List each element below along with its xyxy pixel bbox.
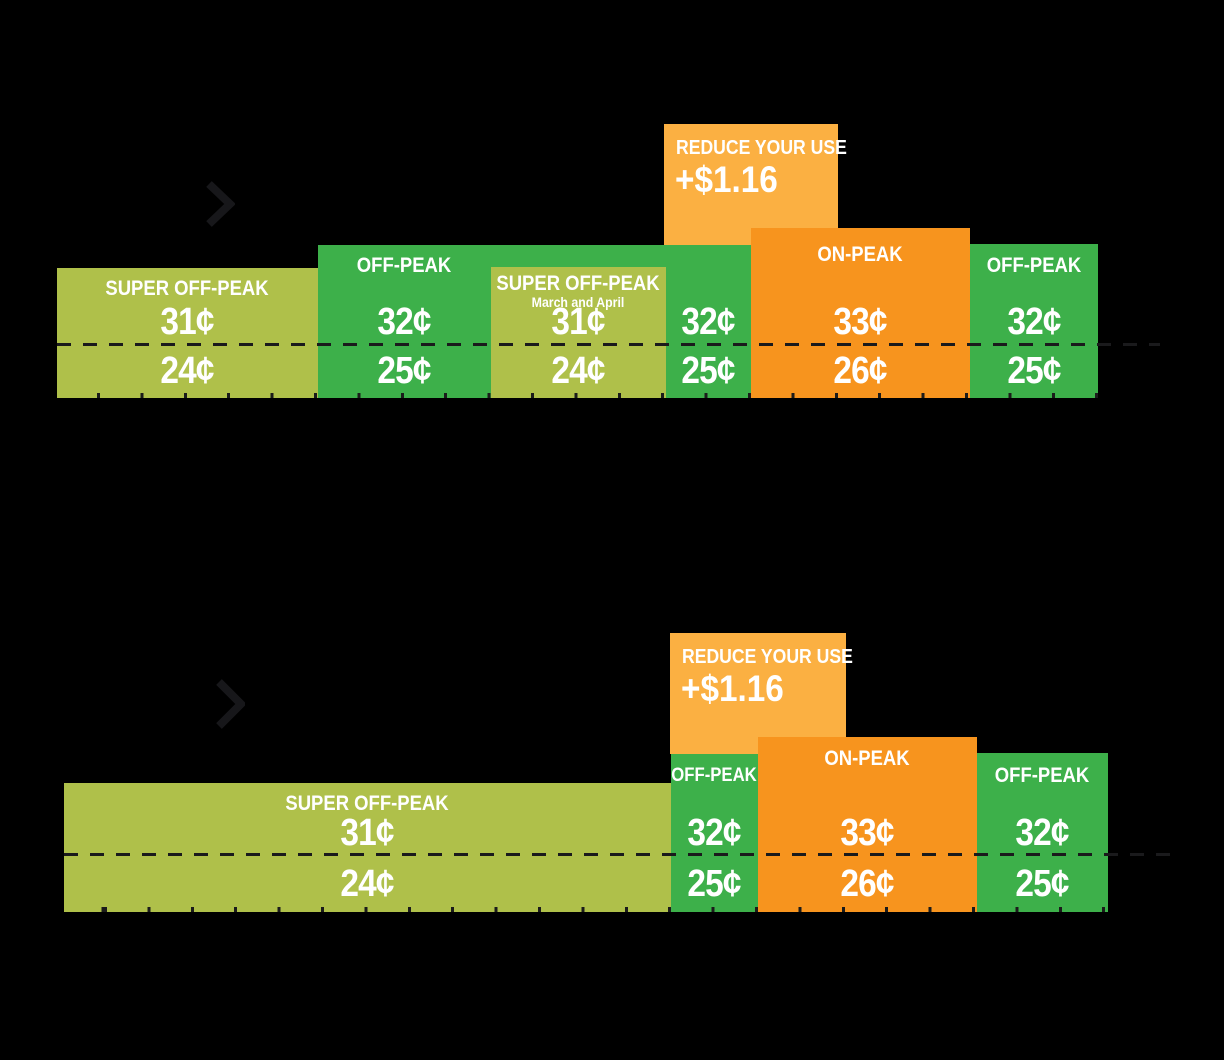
segment-super-off-peak-march-april xyxy=(491,267,666,398)
reduce-your-use-box xyxy=(670,633,846,754)
rate-low: 25¢ xyxy=(687,863,741,905)
segment-label: ON-PEAK xyxy=(817,243,903,266)
segment-on-peak xyxy=(758,737,977,912)
dashed-midline xyxy=(64,853,1170,856)
segment-label: OFF-PEAK xyxy=(671,765,757,786)
rate-high: 31¢ xyxy=(551,301,605,343)
reduce-your-use-box xyxy=(664,124,838,245)
rate-low: 25¢ xyxy=(681,350,735,392)
rate-low: 24¢ xyxy=(160,350,214,392)
baseline-hour-ticks xyxy=(64,907,1108,912)
chevron-right-icon xyxy=(206,181,235,227)
rate-high: 32¢ xyxy=(377,301,431,343)
chevron-right-icon xyxy=(216,679,245,729)
segment-off-peak-evening xyxy=(970,244,1098,398)
reduce-your-use-value: +$1.16 xyxy=(681,668,784,709)
rate-low: 25¢ xyxy=(1015,863,1069,905)
rate-low: 25¢ xyxy=(377,350,431,392)
segment-super-off-peak xyxy=(57,268,318,398)
reduce-your-use-label: REDUCE YOUR USE xyxy=(682,646,853,668)
segment-label: ON-PEAK xyxy=(824,747,910,770)
rate-high: 33¢ xyxy=(833,301,887,343)
rate-low: 24¢ xyxy=(340,863,394,905)
segment-label: SUPER OFF-PEAK xyxy=(105,277,269,300)
segment-off-peak-afternoon xyxy=(671,754,758,912)
reduce-your-use-label: REDUCE YOUR USE xyxy=(676,137,847,159)
segment-label: SUPER OFF-PEAK xyxy=(496,272,660,295)
rate-high: 31¢ xyxy=(340,812,394,854)
rate-high: 32¢ xyxy=(681,301,735,343)
rate-high: 32¢ xyxy=(1015,812,1069,854)
rate-high: 32¢ xyxy=(687,812,741,854)
segment-sublabel: March and April xyxy=(531,294,625,310)
dashed-midline xyxy=(57,343,1160,346)
segment-on-peak xyxy=(751,228,970,398)
rate-high: 33¢ xyxy=(840,812,894,854)
rate-low: 26¢ xyxy=(833,350,887,392)
rate-high: 32¢ xyxy=(1007,301,1061,343)
segment-off-peak-evening xyxy=(977,753,1108,912)
segment-label: OFF-PEAK xyxy=(994,764,1090,787)
segment-label: OFF-PEAK xyxy=(986,254,1082,277)
reduce-your-use-value: +$1.16 xyxy=(675,159,778,200)
segment-super-off-peak xyxy=(64,783,671,912)
rate-low: 25¢ xyxy=(1007,350,1061,392)
rate-high: 31¢ xyxy=(160,301,214,343)
rate-low: 24¢ xyxy=(551,350,605,392)
baseline-hour-ticks xyxy=(57,393,1098,398)
segment-label: OFF-PEAK xyxy=(356,254,452,277)
rate-low: 26¢ xyxy=(840,863,894,905)
segment-label: SUPER OFF-PEAK xyxy=(285,792,449,815)
